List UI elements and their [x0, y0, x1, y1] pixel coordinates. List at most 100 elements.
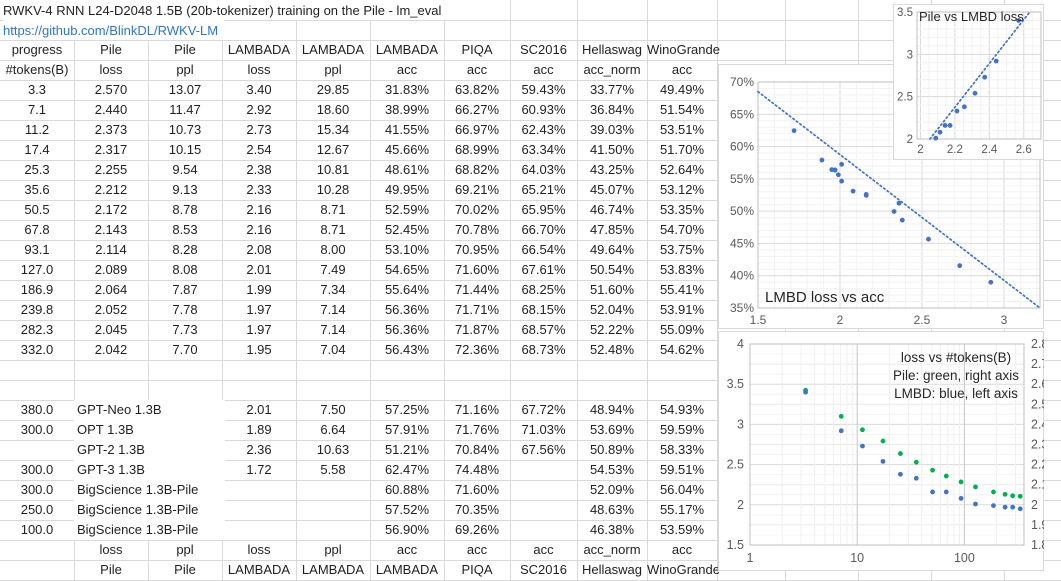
table-cell[interactable]: 68.15% — [521, 302, 566, 317]
column-header[interactable]: Hellaswag — [582, 42, 642, 57]
table-cell[interactable]: 53.51% — [659, 122, 705, 137]
table-cell[interactable]: 2.089 — [94, 262, 128, 277]
table-cell[interactable]: 2.052 — [94, 302, 128, 317]
table-cell[interactable]: 59.43% — [521, 82, 566, 97]
table-cell[interactable]: 55.17% — [659, 502, 705, 517]
footer-dataset-cell[interactable]: LAMBADA — [375, 562, 439, 577]
column-header[interactable]: acc — [396, 62, 418, 77]
table-cell[interactable]: 7.78 — [172, 302, 198, 317]
model-name-cell[interactable]: GPT-2 1.3B — [74, 440, 225, 460]
table-cell[interactable]: 7.73 — [172, 322, 198, 337]
table-cell[interactable]: 56.43% — [384, 342, 430, 357]
table-cell[interactable]: 52.04% — [589, 302, 635, 317]
table-cell[interactable]: 2.16 — [246, 202, 272, 217]
table-cell[interactable]: 1.89 — [246, 422, 272, 437]
column-header[interactable]: acc — [671, 62, 693, 77]
column-header[interactable]: loss — [247, 62, 271, 77]
footer-metric-cell[interactable]: acc_norm — [583, 542, 641, 557]
table-cell[interactable]: 55.09% — [659, 322, 705, 337]
column-header[interactable]: LAMBADA — [227, 42, 291, 57]
table-cell[interactable]: 56.36% — [384, 302, 430, 317]
progress-cell[interactable]: 100.0 — [20, 522, 54, 537]
progress-cell[interactable]: 300.0 — [20, 422, 54, 437]
column-header[interactable]: Pile — [100, 42, 122, 57]
table-cell[interactable]: 53.12% — [659, 182, 705, 197]
footer-metric-cell[interactable]: acc — [533, 542, 554, 557]
table-cell[interactable]: 52.45% — [384, 222, 430, 237]
footer-dataset-cell[interactable]: Pile — [174, 562, 196, 577]
progress-cell[interactable]: 186.9 — [20, 282, 54, 297]
progress-cell[interactable]: 25.3 — [24, 162, 50, 177]
table-cell[interactable]: 10.63 — [316, 442, 350, 457]
table-cell[interactable]: 66.54% — [521, 242, 566, 257]
table-cell[interactable]: 8.53 — [172, 222, 198, 237]
table-cell[interactable]: 48.61% — [384, 162, 430, 177]
table-cell[interactable]: 45.66% — [384, 142, 430, 157]
model-name-cell[interactable]: GPT-3 1.3B — [74, 460, 225, 480]
table-cell[interactable]: 2.373 — [94, 122, 128, 137]
column-header[interactable]: LAMBADA — [375, 42, 439, 57]
table-cell[interactable]: 63.34% — [521, 142, 566, 157]
table-cell[interactable]: 47.85% — [589, 222, 635, 237]
footer-metric-cell[interactable]: loss — [247, 542, 271, 557]
table-cell[interactable]: 70.95% — [454, 242, 500, 257]
table-cell[interactable]: 68.57% — [521, 322, 566, 337]
table-cell[interactable]: 52.22% — [589, 322, 635, 337]
table-cell[interactable]: 67.72% — [521, 402, 566, 417]
footer-metric-cell[interactable]: loss — [99, 542, 123, 557]
table-cell[interactable]: 2.440 — [94, 102, 128, 117]
table-cell[interactable]: 52.59% — [384, 202, 430, 217]
table-cell[interactable]: 31.83% — [384, 82, 430, 97]
table-cell[interactable]: 53.75% — [659, 242, 705, 257]
table-cell[interactable]: 72.36% — [454, 342, 500, 357]
column-header[interactable]: acc_norm — [583, 62, 641, 77]
table-cell[interactable]: 5.58 — [320, 462, 346, 477]
column-header[interactable]: PIQA — [461, 42, 493, 57]
table-cell[interactable]: 53.35% — [659, 202, 705, 217]
footer-dataset-cell[interactable]: PIQA — [461, 562, 493, 577]
table-cell[interactable]: 7.34 — [320, 282, 346, 297]
progress-cell[interactable]: 300.0 — [20, 462, 54, 477]
table-cell[interactable]: 71.87% — [454, 322, 500, 337]
progress-cell[interactable]: 3.3 — [27, 82, 47, 97]
table-cell[interactable]: 56.04% — [659, 482, 705, 497]
table-cell[interactable]: 2.212 — [94, 182, 128, 197]
table-cell[interactable]: 1.99 — [246, 282, 272, 297]
table-cell[interactable]: 1.72 — [246, 462, 272, 477]
table-cell[interactable]: 2.045 — [94, 322, 128, 337]
table-cell[interactable]: 55.41% — [659, 282, 705, 297]
model-name-cell[interactable]: OPT 1.3B — [74, 420, 225, 440]
table-cell[interactable]: 1.97 — [246, 322, 272, 337]
table-cell[interactable]: 2.01 — [246, 402, 272, 417]
table-cell[interactable]: 59.51% — [659, 462, 705, 477]
column-header[interactable]: acc — [466, 62, 488, 77]
table-cell[interactable]: 7.87 — [172, 282, 198, 297]
table-cell[interactable]: 41.50% — [589, 142, 635, 157]
table-cell[interactable]: 49.95% — [384, 182, 430, 197]
table-cell[interactable]: 48.63% — [589, 502, 635, 517]
table-cell[interactable]: 45.07% — [589, 182, 635, 197]
table-cell[interactable]: 29.85 — [316, 82, 350, 97]
table-cell[interactable]: 10.28 — [316, 182, 350, 197]
table-cell[interactable]: 7.70 — [172, 342, 198, 357]
table-cell[interactable]: 50.54% — [589, 262, 635, 277]
table-cell[interactable]: 58.33% — [659, 442, 705, 457]
column-header[interactable]: SC2016 — [520, 42, 567, 57]
footer-metric-cell[interactable]: acc — [466, 542, 488, 557]
footer-dataset-cell[interactable]: SC2016 — [520, 562, 567, 577]
footer-dataset-cell[interactable]: Pile — [100, 562, 122, 577]
table-cell[interactable]: 2.255 — [94, 162, 128, 177]
table-cell[interactable]: 18.60 — [316, 102, 350, 117]
table-cell[interactable]: 67.61% — [521, 262, 566, 277]
table-cell[interactable]: 51.54% — [659, 102, 705, 117]
progress-cell[interactable]: 67.8 — [24, 222, 50, 237]
table-cell[interactable]: 71.71% — [454, 302, 500, 317]
table-cell[interactable]: 2.36 — [246, 442, 272, 457]
column-header[interactable]: WinoGrande — [647, 42, 720, 57]
table-cell[interactable]: 66.70% — [521, 222, 566, 237]
table-cell[interactable]: 8.28 — [172, 242, 198, 257]
table-cell[interactable]: 2.92 — [246, 102, 272, 117]
table-cell[interactable]: 53.83% — [659, 262, 705, 277]
table-cell[interactable]: 53.69% — [589, 422, 635, 437]
table-cell[interactable]: 60.93% — [521, 102, 566, 117]
